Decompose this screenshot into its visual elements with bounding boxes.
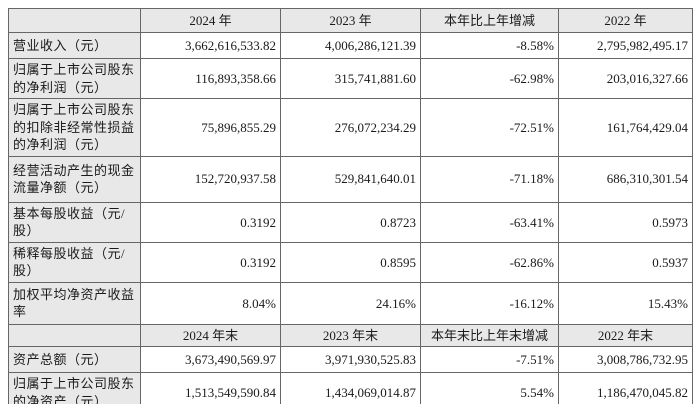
cell-2024: 3,662,616,533.82 bbox=[140, 32, 281, 59]
cell-change: -71.18% bbox=[420, 155, 559, 203]
cell-2023: 4,006,286,121.39 bbox=[280, 32, 421, 59]
table-row-operating-cash-flow: 经营活动产生的现金流量净额（元） 152,720,937.58 529,841,… bbox=[8, 155, 693, 203]
table-row-revenue: 营业收入（元） 3,662,616,533.82 4,006,286,121.3… bbox=[8, 32, 693, 59]
cell-change: -8.58% bbox=[420, 32, 559, 59]
cell-2022: 3,008,786,732.95 bbox=[558, 346, 693, 374]
cell-2023: 1,434,069,014.87 bbox=[280, 372, 421, 404]
header-year-2022: 2022 年 bbox=[558, 8, 693, 33]
cell-change: -62.86% bbox=[420, 241, 559, 283]
cell-2024: 3,673,490,569.97 bbox=[140, 346, 281, 374]
cell-2022: 0.5973 bbox=[558, 201, 693, 243]
header-year-end-2024: 2024 年末 bbox=[140, 323, 281, 348]
header-indicator-blank bbox=[8, 323, 141, 348]
cell-2022: 203,016,327.66 bbox=[558, 57, 693, 100]
table-header-end-of-period: 2024 年末 2023 年末 本年末比上年末增减 2022 年末 bbox=[8, 323, 693, 348]
cell-2022: 686,310,301.54 bbox=[558, 155, 693, 203]
header-yoy-change: 本年比上年增减 bbox=[420, 8, 559, 33]
table-row-net-assets: 归属于上市公司股东的净资产（元） 1,513,549,590.84 1,434,… bbox=[8, 372, 693, 404]
table-header-period: 2024 年 2023 年 本年比上年增减 2022 年 bbox=[8, 8, 693, 33]
row-label: 基本每股收益（元/股） bbox=[8, 201, 141, 243]
table-row-total-assets: 资产总额（元） 3,673,490,569.97 3,971,930,525.8… bbox=[8, 346, 693, 374]
cell-2023: 3,971,930,525.83 bbox=[280, 346, 421, 374]
row-label: 归属于上市公司股东的净利润（元） bbox=[8, 57, 141, 100]
row-label: 营业收入（元） bbox=[8, 32, 141, 59]
cell-2023: 0.8595 bbox=[280, 241, 421, 283]
header-year-2023: 2023 年 bbox=[280, 8, 421, 33]
cell-change: -16.12% bbox=[420, 281, 559, 325]
row-label: 加权平均净资产收益率 bbox=[8, 281, 141, 325]
cell-2024: 1,513,549,590.84 bbox=[140, 372, 281, 404]
cell-2022: 1,186,470,045.82 bbox=[558, 372, 693, 404]
cell-2024: 0.3192 bbox=[140, 241, 281, 283]
cell-change: 5.54% bbox=[420, 372, 559, 404]
cell-change: -63.41% bbox=[420, 201, 559, 243]
financial-indicators-table: 2024 年 2023 年 本年比上年增减 2022 年 营业收入（元） 3,6… bbox=[8, 8, 693, 404]
table-row-weighted-avg-roe: 加权平均净资产收益率 8.04% 24.16% -16.12% 15.43% bbox=[8, 281, 693, 325]
table-row-diluted-eps: 稀释每股收益（元/股） 0.3192 0.8595 -62.86% 0.5937 bbox=[8, 241, 693, 283]
cell-2023: 24.16% bbox=[280, 281, 421, 325]
cell-change: -7.51% bbox=[420, 346, 559, 374]
cell-2024: 8.04% bbox=[140, 281, 281, 325]
table-row-net-profit-excl-nonrecurring: 归属于上市公司股东的扣除非经常性损益的净利润（元） 75,896,855.29 … bbox=[8, 98, 693, 157]
cell-2023: 0.8723 bbox=[280, 201, 421, 243]
row-label: 归属于上市公司股东的净资产（元） bbox=[8, 372, 141, 404]
row-label: 稀释每股收益（元/股） bbox=[8, 241, 141, 283]
cell-2023: 315,741,881.60 bbox=[280, 57, 421, 100]
row-label: 归属于上市公司股东的扣除非经常性损益的净利润（元） bbox=[8, 98, 141, 157]
cell-2024: 116,893,358.66 bbox=[140, 57, 281, 100]
header-indicator-blank bbox=[8, 8, 141, 33]
cell-2022: 2,795,982,495.17 bbox=[558, 32, 693, 59]
cell-2022: 15.43% bbox=[558, 281, 693, 325]
cell-2024: 152,720,937.58 bbox=[140, 155, 281, 203]
cell-2023: 529,841,640.01 bbox=[280, 155, 421, 203]
header-year-end-2022: 2022 年末 bbox=[558, 323, 693, 348]
row-label: 经营活动产生的现金流量净额（元） bbox=[8, 155, 141, 203]
table-row-basic-eps: 基本每股收益（元/股） 0.3192 0.8723 -63.41% 0.5973 bbox=[8, 201, 693, 243]
cell-2024: 75,896,855.29 bbox=[140, 98, 281, 157]
cell-2022: 0.5937 bbox=[558, 241, 693, 283]
header-year-2024: 2024 年 bbox=[140, 8, 281, 33]
cell-change: -62.98% bbox=[420, 57, 559, 100]
table-row-net-profit: 归属于上市公司股东的净利润（元） 116,893,358.66 315,741,… bbox=[8, 57, 693, 100]
cell-2023: 276,072,234.29 bbox=[280, 98, 421, 157]
cell-2022: 161,764,429.04 bbox=[558, 98, 693, 157]
cell-change: -72.51% bbox=[420, 98, 559, 157]
row-label: 资产总额（元） bbox=[8, 346, 141, 374]
header-year-end-2023: 2023 年末 bbox=[280, 323, 421, 348]
cell-2024: 0.3192 bbox=[140, 201, 281, 243]
header-eoy-change: 本年末比上年末增减 bbox=[420, 323, 559, 348]
